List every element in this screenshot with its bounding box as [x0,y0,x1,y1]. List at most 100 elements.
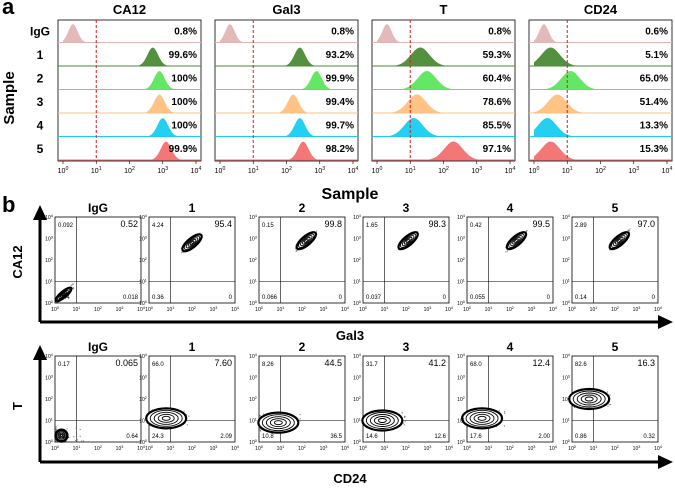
dotplot-sample-label: 5 [612,201,619,215]
quadrant-lower-left: 14.6 [366,434,378,440]
scatter-dot [296,250,298,252]
dotplot-x-tick-label: 100 [568,445,576,452]
x-tick-label: 101 [405,166,416,175]
dotplot-y-tick-label: 100 [45,300,53,307]
x-tick-label: 103 [157,166,168,175]
quadrant-lower-right: 0 [547,295,551,301]
dotplot-x-tick-label: 102 [94,306,102,313]
dotplot-x-tick-label: 102 [298,445,306,452]
density-contour [149,409,183,427]
dotplot-x-tick-label: 102 [402,445,410,452]
quadrant-upper-left: 0.42 [470,223,482,229]
quadrant-lower-left: 0.36 [152,295,164,301]
density-contour [303,238,309,243]
scatter-dot [506,250,508,252]
x-tick-label: 102 [438,166,449,175]
dotplot-y-tick-label: 102 [457,396,465,403]
dotplot-frame [258,216,346,304]
scatter-dot [401,411,403,414]
dotplot-frame [571,216,659,304]
dotplot-sample-label: 2 [299,201,306,215]
quadrant-upper-right: 41.2 [428,358,446,368]
x-tick-label: 102 [281,166,292,175]
dotplot-y-tick-label: 104 [562,353,570,360]
dotplot-x-tick-label: 101 [381,445,389,452]
quadrant-lower-left: 99.4 [58,295,70,301]
dotplot-y-tick-label: 100 [139,300,147,307]
dotplot-y-tick-label: 104 [457,353,465,360]
scatter-dot [498,410,500,412]
dotplot-y-tick-label: 100 [45,439,53,446]
x-tick-label: 100 [215,166,226,175]
density-contour [300,235,313,247]
dotplot-y-tick-label: 100 [353,439,361,446]
histogram-row-label: 2 [37,72,44,86]
scatter-dot [403,415,406,418]
dotplot-y-tick-label: 100 [353,300,361,307]
dotplot-y-tick-label: 103 [353,375,361,382]
dotplot-x-tick-label: 103 [528,445,536,452]
quadrant-lower-left: 99.1 [58,434,70,440]
x-tick-label: 101 [248,166,259,175]
histogram-percent: 100% [171,97,197,108]
quadrant-upper-left: 31.7 [366,362,378,368]
dotplot-y-tick-label: 103 [457,375,465,382]
dotplot-x-tick-label: 100 [359,306,367,313]
quadrant-lower-left: 0.037 [366,295,382,301]
histogram-row-label: 3 [37,95,44,109]
dotplot-x-tick-label: 100 [51,306,59,313]
scatter-dot [74,439,77,442]
dotplot-x-tick-label: 104 [137,306,145,313]
dotplot-y-tick-label: 101 [562,279,570,286]
histogram-percent: 60.4% [483,74,511,85]
dotplot-y-tick-label: 100 [562,300,570,307]
density-contour [369,414,395,427]
x-tick-label: 103 [628,166,639,175]
quadrant-upper-right: 44.5 [324,358,342,368]
quadrant-upper-right: 12.4 [532,358,550,368]
dotplot-x-tick-label: 100 [145,306,153,313]
density-contour [58,289,69,299]
quadrant-upper-left: 0.092 [58,223,74,229]
histogram-curve [377,71,510,90]
quadrant-lower-right: 0 [652,295,656,301]
histogram-curve [63,118,196,137]
x-tick-label: 103 [314,166,325,175]
dotplot-y-tick-label: 103 [249,236,257,243]
x-tick-label: 104 [505,166,516,175]
density-contour [59,291,68,298]
dotplot-y-tick-label: 100 [457,439,465,446]
scatter-dot [72,284,74,286]
dotplot-x-tick-label: 104 [137,445,145,452]
dotplot-x-tick-label: 102 [506,445,514,452]
histogram-percent: 0.8% [488,27,511,38]
density-contour [56,430,67,441]
histogram-curve [63,24,196,43]
scatter-dot [75,427,77,429]
dotplot-x-tick-label: 100 [568,306,576,313]
dotplot-x-tick-label: 101 [167,445,175,452]
histogram-percent: 51.4% [640,97,668,108]
density-contour [57,431,66,440]
histogram-percent: 85.5% [483,121,511,132]
scatter-dot [79,435,81,437]
scatter-dot [72,283,74,285]
scatter-dot [259,430,261,432]
histogram-panel-cd24: CD24 0.6% 5.1% 65.0% 51.4% 13.3% 15.3% 100 101 10… [528,2,672,175]
quadrant-upper-left: 66.0 [152,362,164,368]
scatter-dot [76,439,78,441]
scatter-dot [503,425,506,427]
dotplot-y-tick-label: 102 [249,257,257,264]
density-contour [399,233,417,248]
quadrant-upper-left: 0.17 [58,362,70,368]
histogram-curve [63,94,196,113]
histogram-curve [534,24,667,43]
quadrant-upper-left: 0.15 [262,223,274,229]
scatter-dot [315,230,318,232]
density-contour [465,409,499,427]
histogram-percent: 99.7% [326,121,354,132]
dotplot-y-tick-label: 103 [562,375,570,382]
